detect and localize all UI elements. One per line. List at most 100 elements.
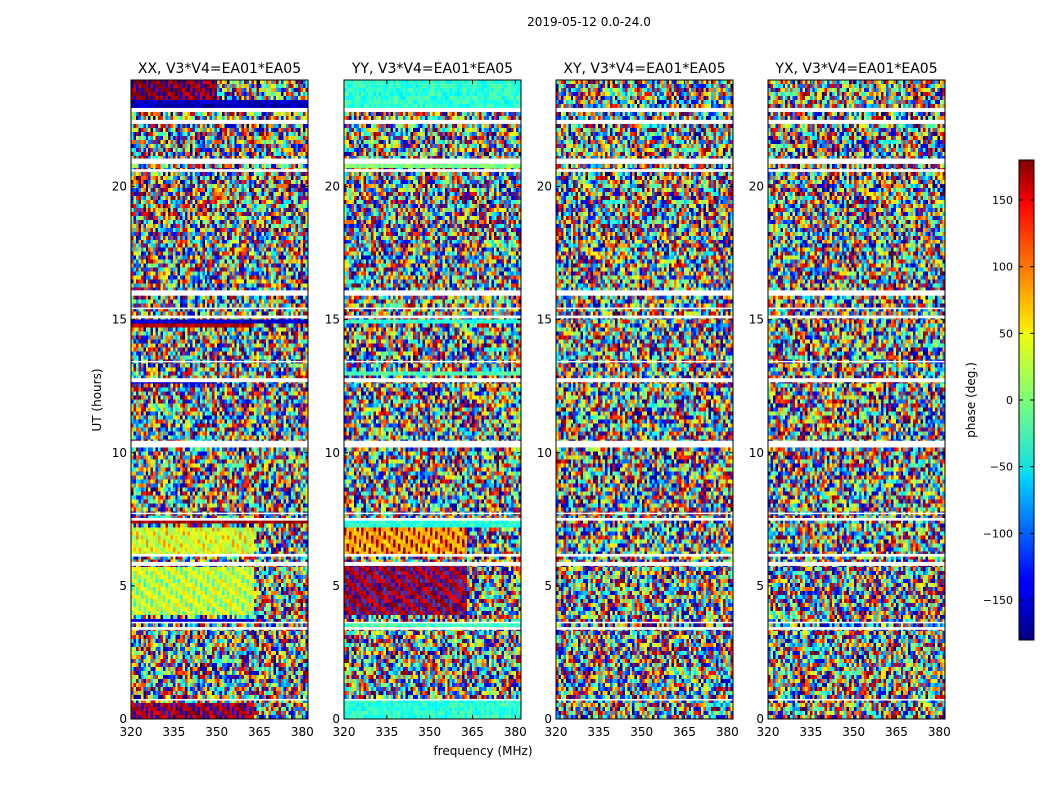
panel-2-flag-gap-4 xyxy=(556,553,733,557)
panel-3-flag-gap-10 xyxy=(768,315,945,319)
panel-1-flag-gap-9 xyxy=(344,360,521,363)
panel-0-ytick-label-0: 0 xyxy=(119,712,127,726)
panel-3-ytick-label-1: 5 xyxy=(756,579,764,593)
panel-0: XX, V3*V4=EA01*EA05 320 335 350 365 380 0 5 10 15… xyxy=(112,61,314,739)
panel-3-flag-gap-4 xyxy=(768,553,945,557)
panel-1-flag-gap-12 xyxy=(344,290,521,296)
x-axis-label: frequency (MHz) xyxy=(433,744,532,758)
colorbar-label: phase (deg.) xyxy=(964,362,978,438)
panel-3-flag-gap-11 xyxy=(768,307,945,310)
panel-0-xtick-label-1: 335 xyxy=(162,725,185,739)
colorbar-tick-label-6: −150 xyxy=(983,594,1013,607)
panel-0-xtick-label-2: 350 xyxy=(205,725,228,739)
panel-2-flag-gap-16 xyxy=(556,107,733,112)
colorbar-ticks: 150 100 50 0 −50 −100 −150 xyxy=(983,194,1034,607)
panel-2-xtick-label-3: 365 xyxy=(673,725,696,739)
panel-1-flag-gap-16 xyxy=(344,107,521,112)
panel-3-flag-gap-0 xyxy=(768,699,945,701)
panel-0-flag-gap-9 xyxy=(131,360,308,363)
panel-1-flag-gap-15 xyxy=(344,119,521,124)
colorbar-tick-label-1: 100 xyxy=(992,261,1013,274)
panel-1-flag-gap-6 xyxy=(344,512,521,515)
panel-0-flag-gap-4 xyxy=(131,553,308,557)
panel-0-flag-gap-14 xyxy=(131,158,308,164)
panel-2-flag-gap-14 xyxy=(556,158,733,164)
panel-1-flag-gap-4 xyxy=(344,553,521,557)
panel-1-flag-gap-11 xyxy=(344,307,521,310)
panel-3-xtick-label-3: 365 xyxy=(885,725,908,739)
panel-1-ytick-label-1: 5 xyxy=(332,579,340,593)
panel-0-flag-gap-0 xyxy=(131,699,308,701)
panel-0-xtick-label-4: 380 xyxy=(291,725,314,739)
panel-1-ytick-label-0: 0 xyxy=(332,712,340,726)
panel-0-flag-gap-7 xyxy=(131,440,308,448)
panel-0-flag-gap-16 xyxy=(131,107,308,112)
panel-2-ytick-label-4: 20 xyxy=(537,180,552,194)
panel-0-flag-gap-12 xyxy=(131,290,308,296)
colorbar: 150 100 50 0 −50 −100 −150 phase (deg.) xyxy=(964,159,1035,641)
panel-2-flag-gap-15 xyxy=(556,119,733,124)
panel-3-xtick-label-2: 350 xyxy=(842,725,865,739)
panel-3-title: YX, V3*V4=EA01*EA05 xyxy=(774,61,937,77)
panel-0-title: XX, V3*V4=EA01*EA05 xyxy=(138,61,301,77)
panel-1-flag-gap-10 xyxy=(344,315,521,319)
panel-3-ytick-label-4: 20 xyxy=(749,180,764,194)
panel-1-flag-gap-3 xyxy=(344,561,521,566)
colorbar-tick-label-4: −50 xyxy=(990,461,1013,474)
panel-0-ytick-label-3: 15 xyxy=(112,313,127,327)
panel-1-flag-gap-7 xyxy=(344,440,521,448)
colorbar-tick-label-0: 150 xyxy=(992,194,1013,207)
panels: XX, V3*V4=EA01*EA05 320 335 350 365 380 0 5 10 15… xyxy=(112,61,951,739)
panel-2-flag-gap-12 xyxy=(556,290,733,296)
panel-1-xtick-label-4: 380 xyxy=(504,725,527,739)
panel-1-flag-gap-8 xyxy=(344,378,521,383)
panel-1-frame xyxy=(343,79,522,720)
panel-2-frame xyxy=(555,79,734,720)
panel-2-title: XY, V3*V4=EA01*EA05 xyxy=(563,61,725,77)
panel-0-xtick-label-3: 365 xyxy=(248,725,271,739)
panel-3-flag-gap-16 xyxy=(768,107,945,112)
panel-2-ytick-label-3: 15 xyxy=(537,313,552,327)
panel-1-flag-gap-14 xyxy=(344,158,521,164)
panel-0-flag-gap-5 xyxy=(131,517,308,521)
panel-3-ytick-label-3: 15 xyxy=(749,313,764,327)
panel-3-xtick-label-4: 380 xyxy=(928,725,951,739)
panel-0-heatmap xyxy=(131,80,308,719)
panel-2-flag-gap-9 xyxy=(556,360,733,363)
panel-3-flag-gap-9 xyxy=(768,360,945,363)
panel-3-flag-gap-13 xyxy=(768,169,945,172)
panel-1-heatmap xyxy=(344,80,521,719)
panel-2-xtick-label-0: 320 xyxy=(545,725,568,739)
panel-2: XY, V3*V4=EA01*EA05 320 335 350 365 380 0 5 10 15… xyxy=(537,61,739,739)
panel-3-ytick-label-0: 0 xyxy=(756,712,764,726)
panel-1-xtick-label-1: 335 xyxy=(375,725,398,739)
panel-3-heatmap xyxy=(768,80,945,719)
panel-3-ytick-label-2: 10 xyxy=(749,446,764,460)
panel-3-flag-gap-5 xyxy=(768,517,945,521)
panel-0-flag-gap-6 xyxy=(131,512,308,515)
panel-2-ytick-label-0: 0 xyxy=(544,712,552,726)
panel-2-xtick-label-4: 380 xyxy=(716,725,739,739)
panel-3-xtick-label-1: 335 xyxy=(799,725,822,739)
y-axis-label: UT (hours) xyxy=(90,368,104,431)
figure-suptitle: 2019-05-12 0.0-24.0 xyxy=(527,15,651,29)
panel-1-title: YY, V3*V4=EA01*EA05 xyxy=(351,61,513,77)
panel-0-flag-gap-13 xyxy=(131,169,308,172)
panel-1-xtick-label-3: 365 xyxy=(461,725,484,739)
panel-3-frame xyxy=(767,79,946,720)
panel-2-flag-gap-0 xyxy=(556,699,733,701)
panel-2-flag-gap-7 xyxy=(556,440,733,448)
panel-0-flag-gap-2 xyxy=(131,621,308,624)
panel-2-ytick-label-2: 10 xyxy=(537,446,552,460)
panel-0-flag-gap-11 xyxy=(131,307,308,310)
panel-1: YY, V3*V4=EA01*EA05 320 335 350 365 380 0 5 10 15… xyxy=(325,61,527,739)
panel-1-xtick-label-2: 350 xyxy=(418,725,441,739)
panel-3-xtick-label-0: 320 xyxy=(757,725,780,739)
panel-1-flag-gap-5 xyxy=(344,517,521,521)
panel-1-flag-gap-13 xyxy=(344,169,521,172)
panel-0-flag-gap-3 xyxy=(131,561,308,566)
colorbar-tick-label-5: −100 xyxy=(983,527,1013,540)
panel-1-xtick-label-0: 320 xyxy=(333,725,356,739)
panel-0-ytick-label-1: 5 xyxy=(119,579,127,593)
